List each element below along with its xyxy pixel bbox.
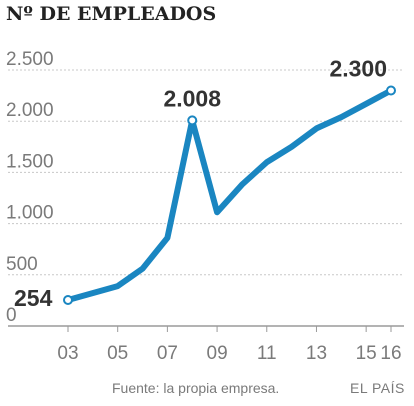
data-point — [386, 85, 396, 96]
data-point — [187, 115, 198, 126]
grid — [8, 69, 404, 327]
x-tick-label: 13 — [306, 343, 327, 364]
y-tick-label: 2.500 — [6, 49, 54, 70]
data-label: 254 — [14, 285, 53, 311]
x-tick-label: 05 — [107, 343, 128, 364]
x-tick-label: 09 — [207, 343, 228, 364]
x-tick-label: 03 — [57, 343, 78, 364]
x-tick-label: 16 — [380, 343, 401, 364]
y-axis-ticks: 0 500 1.000 1.500 2.000 2.500 — [6, 49, 54, 326]
series-line-group — [65, 87, 394, 303]
chart-title: Nº DE EMPLEADOS — [6, 3, 216, 25]
x-tick-label: 11 — [257, 343, 277, 364]
y-tick-label: 1.000 — [6, 203, 54, 224]
y-tick-label: 500 — [6, 254, 38, 275]
source-note: Fuente: la propia empresa. — [112, 380, 279, 396]
data-points — [63, 85, 396, 305]
data-label: 2.008 — [163, 85, 221, 111]
data-label: 2.300 — [329, 55, 387, 81]
data-point — [63, 294, 73, 305]
x-tick-label: 15 — [356, 343, 377, 364]
data-labels: 254 2.008 2.300 — [14, 55, 387, 311]
x-axis-ticks: 03 05 07 09 11 13 15 16 — [57, 326, 402, 364]
y-tick-label: 1.500 — [6, 151, 54, 172]
brand-logo: EL PAÍS — [350, 380, 405, 396]
y-tick-label: 0 — [6, 305, 17, 326]
series-line — [65, 87, 394, 303]
y-tick-label: 2.000 — [6, 100, 54, 121]
x-tick-label: 07 — [157, 343, 178, 364]
